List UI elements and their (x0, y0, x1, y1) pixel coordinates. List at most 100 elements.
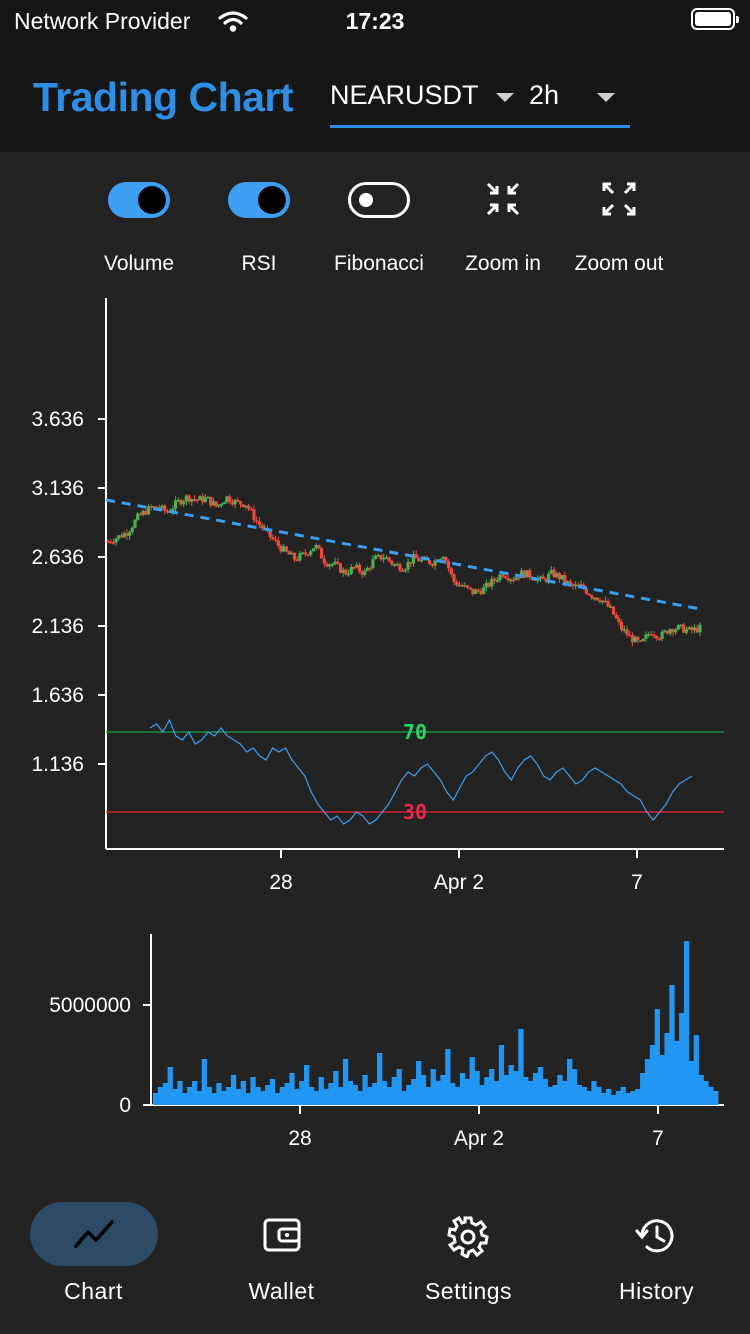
volume-chart[interactable]: 5000000 0 28 Apr 2 7 (0, 912, 750, 1192)
gear-icon (447, 1216, 489, 1258)
candle-body (279, 545, 283, 552)
candle-body (149, 506, 153, 508)
volume-bar (581, 1087, 587, 1105)
volume-bar (333, 1071, 339, 1105)
nav-item-chart[interactable]: Chart (0, 1192, 187, 1334)
candle-body (620, 621, 624, 630)
interval-dropdown[interactable]: 2h (529, 80, 560, 110)
candle-body (555, 573, 559, 577)
zoom-in-button[interactable]: Zoom in (438, 152, 568, 292)
volume-bar (703, 1081, 709, 1105)
candle-body (419, 559, 424, 562)
candle-body (655, 635, 659, 639)
nav-item-settings[interactable]: Settings (375, 1192, 562, 1334)
rsi-level-70-label: 70 (403, 720, 427, 744)
candle-body (173, 500, 178, 509)
volume-bar (542, 1079, 548, 1105)
candle-body (271, 536, 275, 540)
candle-body (609, 606, 613, 608)
symbol-interval-select: NEARUSDT 2h (330, 78, 630, 128)
candle-body (119, 535, 124, 538)
candle-body (392, 564, 397, 566)
symbol-dropdown[interactable]: NEARUSDT (330, 80, 479, 110)
candle-body (368, 567, 372, 570)
wallet-icon (263, 1218, 301, 1252)
volume-bar (226, 1087, 232, 1105)
volume-bar (591, 1081, 597, 1105)
candle-body (492, 578, 497, 581)
candle-body (484, 582, 489, 588)
candle-body (341, 569, 345, 573)
nav-item-history[interactable]: History (563, 1192, 750, 1334)
candle-body (568, 581, 572, 584)
volume-bar (605, 1089, 612, 1105)
rsi-toggle[interactable] (228, 182, 290, 218)
candle-body (441, 557, 445, 560)
volume-chart-area[interactable]: 5000000 0 28 Apr 2 7 (0, 912, 750, 1192)
volume-bar (377, 1053, 383, 1105)
volume-y-tick-label: 5000000 (49, 994, 131, 1017)
trend-line (105, 498, 701, 611)
volume-bar (255, 1087, 261, 1105)
volume-bar (615, 1091, 621, 1105)
candle-body (665, 630, 670, 634)
volume-bar (357, 1091, 363, 1105)
zoom-in-icon[interactable] (484, 180, 522, 218)
volume-bar (372, 1083, 378, 1105)
zoom-out-button[interactable]: Zoom out (554, 152, 684, 292)
volume-bar (640, 1073, 646, 1105)
status-bar: Network Provider 17:23 (0, 0, 750, 50)
volume-bar (187, 1087, 193, 1105)
volume-bar (162, 1083, 169, 1105)
volume-toggle[interactable] (108, 182, 170, 218)
x-tick-label: 28 (269, 871, 292, 894)
candle-body (565, 581, 570, 583)
volume-bar (411, 1079, 417, 1105)
volume-bar (713, 1091, 719, 1105)
fibonacci-toggle[interactable] (348, 182, 410, 218)
candle-body (382, 557, 386, 560)
active-indicator (30, 1202, 158, 1266)
candle-body (352, 566, 356, 569)
chevron-down-icon[interactable] (597, 93, 615, 102)
volume-bar (547, 1087, 553, 1105)
volume-bar (265, 1085, 271, 1105)
y-tick-label: 3.636 (31, 408, 84, 431)
candle-body (117, 535, 121, 539)
candle-body (309, 551, 313, 555)
candle-body (601, 600, 605, 603)
volume-bar (450, 1083, 456, 1105)
candle-body (287, 551, 291, 555)
volume-bar (498, 1045, 505, 1105)
volume-bar (562, 1081, 568, 1105)
candle-body (176, 499, 180, 502)
zoom-out-icon[interactable] (600, 180, 638, 218)
candle-body (433, 560, 437, 566)
volume-y-tick-label: 0 (119, 1094, 131, 1117)
candle-body (146, 506, 151, 515)
nav-item-wallet[interactable]: Wallet (188, 1192, 375, 1334)
carrier-label: Network Provider (14, 8, 191, 34)
price-chart[interactable]: 3.636 3.136 2.636 2.136 1.636 1.136 28 Apr 2 7 70… (0, 292, 750, 912)
status-time: 17:23 (345, 8, 405, 34)
volume-bar (299, 1081, 305, 1105)
candle-body (538, 576, 543, 579)
volume-bar (338, 1087, 344, 1105)
volume-bar (406, 1085, 412, 1105)
candle-body (652, 634, 656, 637)
candle-body (133, 519, 137, 528)
candle-body (430, 564, 434, 566)
volume-bar (464, 1079, 470, 1105)
candle-body (217, 504, 221, 507)
volume-bar (211, 1093, 217, 1105)
page-title: Trading Chart (33, 74, 294, 120)
chevron-down-icon[interactable] (496, 93, 514, 102)
price-chart-area[interactable]: 3.636 3.136 2.636 2.136 1.636 1.136 28 Apr 2 7 70… (0, 292, 750, 912)
app-bar: Trading Chart NEARUSDT 2h (0, 50, 750, 152)
candle-body (398, 564, 402, 571)
volume-bar (454, 1087, 461, 1105)
candle-body (695, 627, 699, 633)
volume-bar (308, 1087, 315, 1105)
volume-label: Volume (103, 252, 175, 275)
candle-body (690, 627, 694, 631)
